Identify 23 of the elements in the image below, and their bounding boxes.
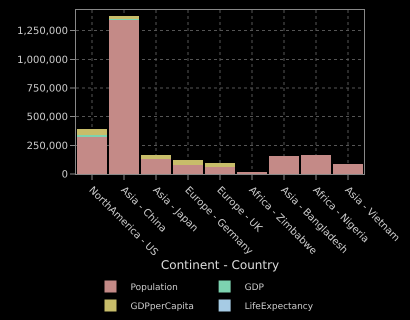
bar — [173, 160, 203, 165]
bar — [301, 155, 331, 174]
bar — [109, 19, 139, 174]
bar — [173, 165, 203, 174]
bar — [77, 129, 107, 135]
y-tick-label: 1,000,000 — [17, 54, 68, 66]
y-tick-label: 1,250,000 — [17, 26, 68, 38]
y-tick-label: 750,000 — [26, 83, 68, 94]
bar — [141, 155, 171, 159]
legend-label: GDPperCapita — [130, 302, 194, 312]
legend-label: GDP — [244, 283, 265, 294]
bar — [77, 137, 107, 174]
x-axis-title: Continent - Country — [160, 258, 280, 272]
legend-label: Population — [130, 283, 178, 294]
bar — [141, 159, 171, 174]
bar — [205, 163, 235, 167]
bar — [205, 167, 235, 174]
bar — [269, 156, 299, 174]
y-tick-label: 0 — [62, 170, 68, 180]
y-tick-label: 250,000 — [26, 140, 68, 152]
legend-label: LifeExpectancy — [244, 302, 314, 312]
bar — [333, 164, 363, 174]
y-tick-label: 500,000 — [26, 112, 68, 124]
